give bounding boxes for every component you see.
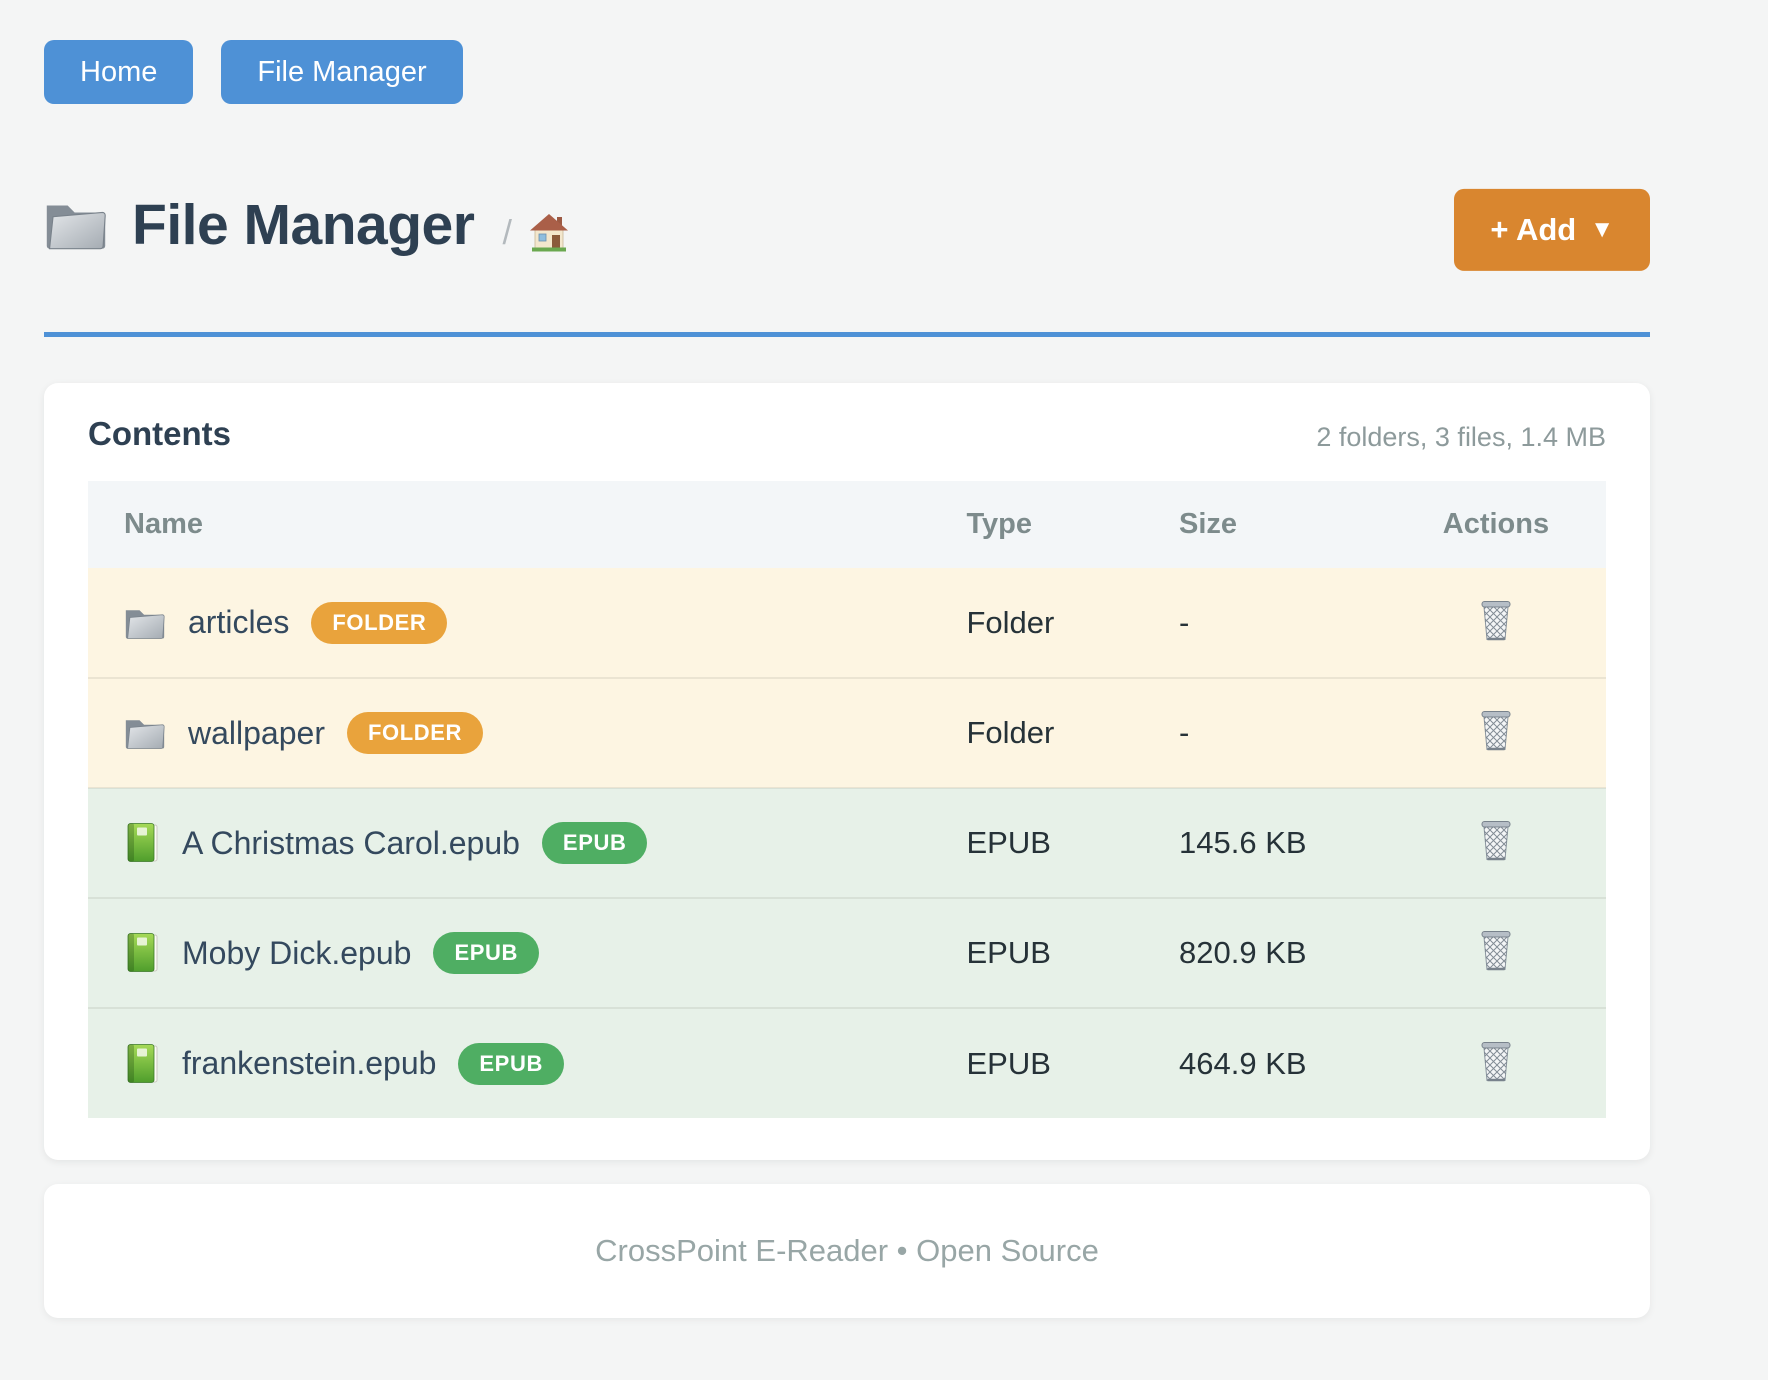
book-icon — [127, 823, 158, 862]
nav-home-button[interactable]: Home — [44, 40, 194, 104]
book-icon — [127, 1043, 158, 1083]
file-name: articles — [188, 604, 290, 640]
house-icon[interactable] — [527, 213, 570, 253]
file-type: EPUB — [966, 935, 1051, 970]
table-row[interactable]: Moby Dick.epub EPUB EPUB 820.9 KB — [88, 898, 1606, 1008]
contents-card-header: Contents 2 folders, 3 files, 1.4 MB — [88, 415, 1606, 453]
folder-icon — [125, 609, 165, 639]
file-size: - — [1179, 715, 1190, 750]
name-cell: articles FOLDER — [124, 601, 930, 644]
file-name: wallpaper — [188, 714, 325, 751]
delete-button[interactable] — [1476, 706, 1516, 752]
delete-button[interactable] — [1476, 926, 1516, 972]
folder-icon — [125, 719, 165, 749]
name-cell: A Christmas Carol.epub EPUB — [124, 822, 930, 864]
chevron-down-icon: ▼ — [1590, 215, 1614, 243]
file-table-body: articles FOLDER Folder - wallpaper FOLDE… — [88, 568, 1606, 1118]
folder-icon — [46, 204, 106, 250]
name-cell: frankenstein.epub EPUB — [124, 1042, 930, 1085]
column-header-size: Size — [1143, 481, 1386, 568]
file-size: 464.9 KB — [1179, 1045, 1307, 1081]
contents-card: Contents 2 folders, 3 files, 1.4 MB Name… — [44, 383, 1650, 1160]
file-table: Name Type Size Actions articles FOLDER F… — [88, 481, 1606, 1118]
breadcrumb: / — [502, 213, 570, 253]
footer: CrossPoint E-Reader • Open Source — [44, 1184, 1650, 1318]
delete-button[interactable] — [1476, 816, 1516, 862]
file-size: 145.6 KB — [1179, 825, 1307, 860]
file-name: Moby Dick.epub — [182, 934, 412, 971]
file-size: 820.9 KB — [1179, 935, 1307, 970]
file-type-badge: EPUB — [541, 822, 648, 864]
column-header-type: Type — [930, 481, 1143, 568]
trash-icon — [1480, 710, 1512, 751]
file-table-head: Name Type Size Actions — [88, 481, 1606, 568]
page-header: File Manager / + Add ▼ — [44, 188, 1650, 271]
add-button[interactable]: + Add ▼ — [1454, 188, 1650, 271]
trash-icon — [1480, 930, 1512, 971]
table-row[interactable]: articles FOLDER Folder - — [88, 568, 1606, 678]
page-container: Home File Manager File Manager / + Add ▼… — [44, 0, 1650, 1318]
contents-summary: 2 folders, 3 files, 1.4 MB — [1316, 422, 1606, 452]
top-nav: Home File Manager — [44, 0, 1650, 104]
file-type-badge: EPUB — [458, 1042, 564, 1085]
contents-title: Contents — [88, 415, 231, 452]
delete-button[interactable] — [1476, 1037, 1516, 1083]
file-type-badge: EPUB — [433, 932, 539, 974]
table-row[interactable]: wallpaper FOLDER Folder - — [88, 678, 1606, 788]
file-type-badge: FOLDER — [311, 601, 448, 644]
trash-icon — [1480, 1040, 1512, 1082]
book-icon — [127, 933, 158, 972]
add-button-label: + Add — [1490, 211, 1577, 247]
file-type: Folder — [966, 604, 1055, 640]
footer-text: CrossPoint E-Reader • Open Source — [595, 1233, 1099, 1268]
title-divider — [44, 332, 1650, 337]
file-size: - — [1179, 604, 1190, 640]
delete-button[interactable] — [1476, 596, 1516, 642]
breadcrumb-separator: / — [502, 213, 512, 252]
table-row[interactable]: frankenstein.epub EPUB EPUB 464.9 KB — [88, 1008, 1606, 1118]
trash-icon — [1480, 599, 1512, 641]
name-cell: wallpaper FOLDER — [124, 712, 930, 754]
file-name: A Christmas Carol.epub — [182, 824, 520, 861]
column-header-actions: Actions — [1385, 481, 1606, 568]
table-row[interactable]: A Christmas Carol.epub EPUB EPUB 145.6 K… — [88, 788, 1606, 898]
file-type: EPUB — [966, 1045, 1051, 1081]
file-type: Folder — [966, 715, 1055, 750]
file-type: EPUB — [966, 825, 1051, 860]
file-name: frankenstein.epub — [182, 1045, 437, 1081]
page-title: File Manager — [132, 193, 475, 257]
file-type-badge: FOLDER — [346, 712, 484, 754]
nav-file-manager-button[interactable]: File Manager — [221, 40, 463, 104]
trash-icon — [1480, 820, 1512, 861]
column-header-name: Name — [88, 481, 931, 568]
name-cell: Moby Dick.epub EPUB — [124, 932, 930, 974]
